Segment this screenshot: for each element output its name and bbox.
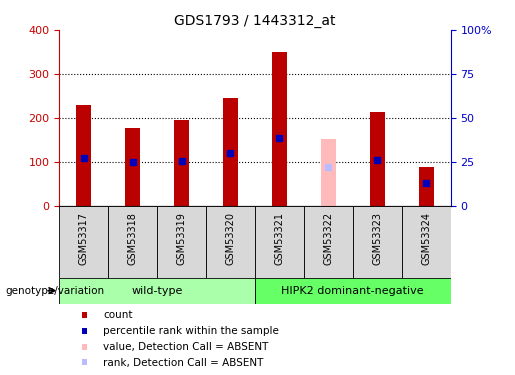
Text: GSM53317: GSM53317 <box>79 212 89 265</box>
Bar <box>370 112 385 206</box>
Bar <box>59 206 108 278</box>
Bar <box>76 105 91 206</box>
Bar <box>255 278 451 304</box>
Bar <box>402 206 451 278</box>
Bar <box>419 166 434 206</box>
Bar <box>272 52 287 206</box>
Bar <box>206 206 255 278</box>
Text: count: count <box>103 310 132 321</box>
Bar <box>174 120 189 206</box>
Text: GSM53321: GSM53321 <box>274 212 284 265</box>
Text: GSM53319: GSM53319 <box>177 212 186 265</box>
Text: HIPK2 dominant-negative: HIPK2 dominant-negative <box>282 286 424 296</box>
Bar <box>255 206 304 278</box>
Bar <box>223 98 238 206</box>
Bar <box>59 278 255 304</box>
Text: GSM53318: GSM53318 <box>128 212 138 265</box>
Text: rank, Detection Call = ABSENT: rank, Detection Call = ABSENT <box>103 358 263 368</box>
Bar <box>108 206 157 278</box>
Bar <box>353 206 402 278</box>
Text: GSM53322: GSM53322 <box>323 212 333 265</box>
Text: percentile rank within the sample: percentile rank within the sample <box>103 326 279 336</box>
Text: GSM53324: GSM53324 <box>421 212 431 265</box>
Bar <box>125 128 140 206</box>
Bar <box>304 206 353 278</box>
Bar <box>321 139 336 206</box>
Text: GSM53323: GSM53323 <box>372 212 382 265</box>
Text: value, Detection Call = ABSENT: value, Detection Call = ABSENT <box>103 342 268 352</box>
Bar <box>157 206 206 278</box>
Text: GSM53320: GSM53320 <box>226 212 235 265</box>
Title: GDS1793 / 1443312_at: GDS1793 / 1443312_at <box>174 13 336 28</box>
Text: wild-type: wild-type <box>131 286 183 296</box>
Text: genotype/variation: genotype/variation <box>5 286 104 296</box>
